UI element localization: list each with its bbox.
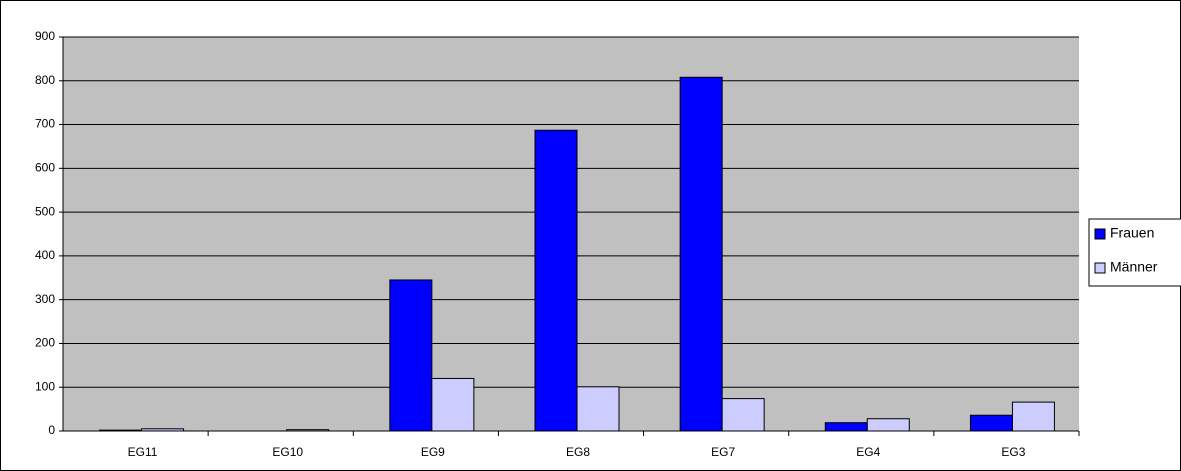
x-tick-label: EG3 [1001, 445, 1025, 459]
x-tick-label: EG9 [421, 445, 445, 459]
bar [534, 129, 578, 432]
y-tick-label: 100 [35, 379, 55, 393]
y-tick-label: 0 [48, 423, 55, 437]
bar [866, 418, 910, 432]
legend-label: Männer [1110, 259, 1158, 275]
bar [431, 377, 475, 432]
bar [389, 279, 433, 432]
x-tick-label: EG7 [711, 445, 735, 459]
bar [969, 414, 1013, 432]
x-tick-label: EG4 [856, 445, 880, 459]
bar [721, 398, 765, 432]
legend-swatch [1094, 262, 1106, 274]
bar [1011, 401, 1055, 432]
bar [576, 386, 620, 432]
y-tick-label: 900 [35, 29, 55, 43]
y-tick-label: 300 [35, 292, 55, 306]
y-tick-label: 800 [35, 73, 55, 87]
x-tick-label: EG11 [128, 445, 158, 459]
y-tick-label: 400 [35, 248, 55, 262]
bar [679, 76, 723, 432]
legend-box [1088, 218, 1181, 287]
y-tick-label: 500 [35, 204, 55, 218]
bar [824, 422, 868, 432]
legend-label: Frauen [1110, 225, 1154, 241]
y-tick-label: 200 [35, 336, 55, 350]
y-tick-label: 600 [35, 161, 55, 175]
legend-swatch [1094, 228, 1106, 240]
y-tick-label: 700 [35, 117, 55, 131]
x-tick-label: EG8 [566, 445, 590, 459]
x-tick-label: EG10 [272, 445, 303, 459]
